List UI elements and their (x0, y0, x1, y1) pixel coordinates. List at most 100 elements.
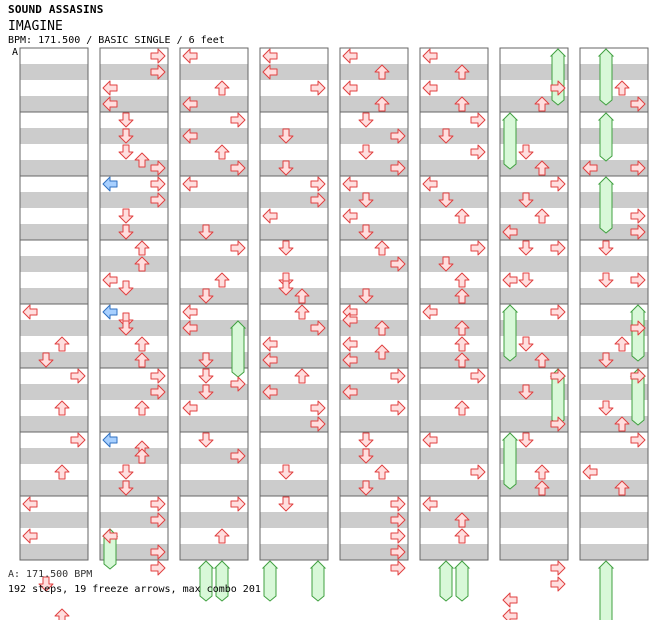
beat-stripe (420, 192, 488, 208)
right-arrow-note (390, 128, 406, 144)
down-arrow-note (38, 576, 54, 592)
down-arrow-note (518, 240, 534, 256)
chart-column-border (339, 47, 409, 561)
freeze-arrow (437, 560, 455, 602)
left-arrow-note (342, 312, 358, 328)
down-arrow-note (118, 208, 134, 224)
beat-stripe (340, 288, 408, 304)
up-arrow-note (374, 64, 390, 80)
beat-stripe (580, 64, 648, 80)
beat-stripe (260, 544, 328, 560)
beat-stripe (420, 336, 488, 352)
left-arrow-note (102, 176, 118, 192)
left-arrow-note (342, 208, 358, 224)
beat-stripe (180, 304, 248, 320)
beat-stripe (420, 224, 488, 240)
beat-stripe (20, 240, 88, 256)
left-arrow-note (502, 592, 518, 608)
right-arrow-note (310, 400, 326, 416)
up-arrow-note (614, 336, 630, 352)
left-arrow-note (342, 80, 358, 96)
down-arrow-note (598, 240, 614, 256)
beat-stripe (500, 336, 568, 352)
down-arrow-note (518, 432, 534, 448)
beat-stripe (580, 512, 648, 528)
left-arrow-note (342, 352, 358, 368)
beat-stripe (580, 336, 648, 352)
right-arrow-note (150, 48, 166, 64)
beat-stripe (20, 496, 88, 512)
beat-stripe (180, 512, 248, 528)
beat-stripe (20, 208, 88, 224)
beat-stripe (180, 464, 248, 480)
right-arrow-note (630, 160, 646, 176)
beat-stripe (340, 160, 408, 176)
beat-stripe (500, 240, 568, 256)
beat-stripe (260, 192, 328, 208)
left-arrow-note (22, 304, 38, 320)
beat-stripe (260, 384, 328, 400)
right-arrow-note (630, 320, 646, 336)
down-arrow-note (438, 192, 454, 208)
beat-stripe (260, 96, 328, 112)
down-arrow-note (518, 272, 534, 288)
beat-stripe (100, 64, 168, 80)
beat-stripe (340, 304, 408, 320)
beat-stripe (180, 80, 248, 96)
beat-stripe (260, 176, 328, 192)
beat-stripe (180, 384, 248, 400)
up-arrow-note (454, 64, 470, 80)
freeze-arrow (197, 560, 215, 602)
beat-stripe (20, 288, 88, 304)
beat-stripe (100, 368, 168, 384)
bpm-footer: A: 171.500 BPM (8, 569, 93, 580)
beat-stripe (500, 448, 568, 464)
beat-stripe (340, 48, 408, 64)
up-arrow-note (534, 96, 550, 112)
right-arrow-note (630, 96, 646, 112)
beat-stripe (500, 464, 568, 480)
beat-stripe (20, 144, 88, 160)
right-arrow-note (310, 320, 326, 336)
chart-column-border (179, 47, 249, 561)
beat-stripe (340, 432, 408, 448)
up-arrow-note (54, 464, 70, 480)
left-arrow-note (182, 96, 198, 112)
down-arrow-note (358, 480, 374, 496)
down-arrow-note (198, 224, 214, 240)
beat-stripe (580, 528, 648, 544)
chart-column-border (499, 47, 569, 561)
right-arrow-note (70, 432, 86, 448)
beat-stripe (180, 224, 248, 240)
beat-stripe (500, 224, 568, 240)
beat-stripe (20, 352, 88, 368)
beat-stripe (260, 400, 328, 416)
beat-stripe (500, 416, 568, 432)
beat-stripe (420, 496, 488, 512)
right-arrow-note (390, 544, 406, 560)
beat-stripe (100, 528, 168, 544)
beat-stripe (420, 96, 488, 112)
chart-column-border (259, 47, 329, 561)
left-arrow-note (262, 384, 278, 400)
left-arrow-note (422, 80, 438, 96)
right-arrow-note (150, 64, 166, 80)
down-arrow-note (278, 280, 294, 296)
beat-stripe (100, 192, 168, 208)
right-arrow-note (550, 80, 566, 96)
right-arrow-note (310, 80, 326, 96)
beat-stripe (260, 160, 328, 176)
beat-stripe (260, 352, 328, 368)
down-arrow-note (518, 144, 534, 160)
down-arrow-note (118, 280, 134, 296)
beat-stripe (580, 288, 648, 304)
beat-stripe (420, 240, 488, 256)
left-arrow-note (262, 352, 278, 368)
beat-stripe (100, 144, 168, 160)
beat-stripe (20, 224, 88, 240)
beat-stripe (100, 384, 168, 400)
beat-stripe (20, 400, 88, 416)
beat-stripe (580, 416, 648, 432)
beat-stripe (100, 256, 168, 272)
freeze-arrow (213, 560, 231, 602)
